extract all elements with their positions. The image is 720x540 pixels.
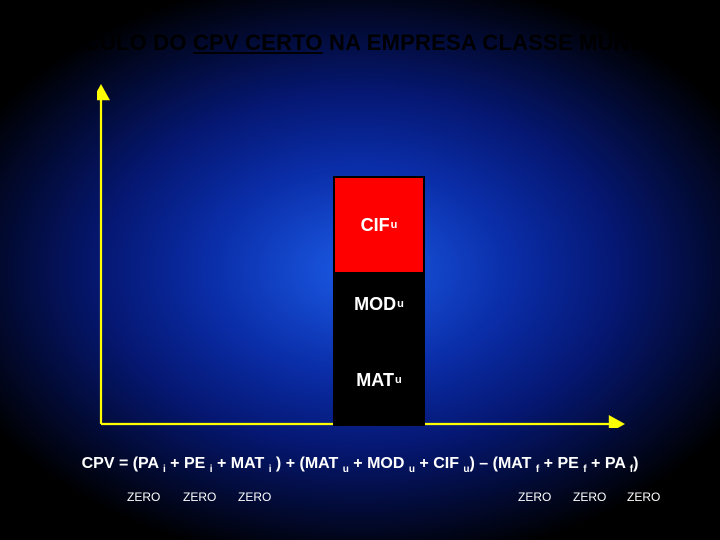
slide: CÁLCULO DO CPV CERTO NA EMPRESA CLASSE M… xyxy=(0,0,720,540)
segment-subscript: u xyxy=(395,374,402,386)
slide-title: CÁLCULO DO CPV CERTO NA EMPRESA CLASSE M… xyxy=(0,30,720,56)
zero-label: ZERO xyxy=(518,490,551,504)
segment-label: CIF xyxy=(361,215,390,236)
segment-label: MAT xyxy=(356,370,394,391)
bar-segment: MODu xyxy=(333,274,425,336)
zero-label: ZERO xyxy=(573,490,606,504)
zero-label: ZERO xyxy=(183,490,216,504)
zero-label: ZERO xyxy=(238,490,271,504)
formula-token: ) – (MAT xyxy=(470,455,536,472)
segment-label: MOD xyxy=(354,294,396,315)
formula-token: CPV = (PA xyxy=(82,455,163,472)
formula-token: + PA xyxy=(587,455,630,472)
formula-text: CPV = (PA i + PE i + MAT i ) + (MAT u + … xyxy=(0,455,720,475)
bar-segment: CIFu xyxy=(333,176,425,274)
formula-token: + MAT xyxy=(213,455,269,472)
segment-subscript: u xyxy=(391,219,398,231)
formula-token: + MOD xyxy=(349,455,409,472)
title-suffix: NA EMPRESA CLASSE MUNDIAL xyxy=(323,30,682,55)
title-emphasis: CPV CERTO xyxy=(193,30,323,55)
chart-area: CIFuMODuMATu xyxy=(97,82,627,428)
zero-label: ZERO xyxy=(127,490,160,504)
formula-token: + CIF xyxy=(415,455,463,472)
formula-token: ) + (MAT xyxy=(271,455,342,472)
formula-token: + PE xyxy=(539,455,583,472)
stacked-bar: CIFuMODuMATu xyxy=(333,176,425,426)
segment-subscript: u xyxy=(397,298,404,310)
bar-segment: MATu xyxy=(333,336,425,426)
formula-token: ) xyxy=(633,455,638,472)
title-prefix: CÁLCULO DO xyxy=(38,30,193,55)
formula-token: + PE xyxy=(166,455,210,472)
zero-label: ZERO xyxy=(627,490,660,504)
